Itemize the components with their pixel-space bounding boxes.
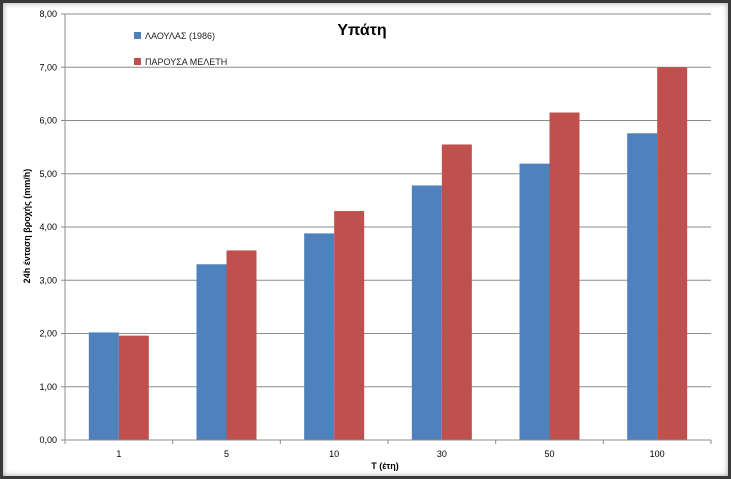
y-axis-title: 24h ένταση βροχής (mm/h) bbox=[22, 169, 32, 284]
bar-current-study-30 bbox=[441, 144, 472, 440]
y-tick-label: 3,00 bbox=[39, 275, 57, 285]
bar-current-study-1 bbox=[118, 335, 149, 440]
bar-laoulas-1 bbox=[88, 332, 119, 440]
bar-laoulas-100 bbox=[627, 133, 658, 440]
bars bbox=[88, 67, 688, 440]
bar-current-study-10 bbox=[334, 211, 365, 440]
x-tick-labels: 1 5 10 30 50 100 bbox=[116, 449, 664, 459]
y-tick-labels: 0,00 1,00 2,00 3,00 4,00 5,00 6,00 7,00 8,00 bbox=[39, 9, 57, 445]
legend-swatch bbox=[134, 32, 141, 39]
y-tick-label: 1,00 bbox=[39, 382, 57, 392]
y-tick-label: 6,00 bbox=[39, 116, 57, 126]
y-tick-label: 0,00 bbox=[39, 435, 57, 445]
bar-current-study-100 bbox=[657, 67, 688, 440]
legend-label: ΠΑΡΟΥΣΑ ΜΕΛΕΤΗ bbox=[145, 57, 227, 67]
legend-swatch bbox=[134, 58, 141, 65]
y-tick-label: 8,00 bbox=[39, 9, 57, 19]
x-tick-label: 50 bbox=[544, 449, 554, 459]
x-tick-label: 10 bbox=[329, 449, 339, 459]
x-tick-label: 30 bbox=[437, 449, 447, 459]
bar-laoulas-10 bbox=[304, 233, 335, 440]
gridlines bbox=[65, 13, 711, 388]
legend: ΛΑΟΥΛΑΣ (1986) ΠΑΡΟΥΣΑ ΜΕΛΕΤΗ bbox=[134, 31, 227, 67]
x-tick-label: 1 bbox=[116, 449, 121, 459]
chart-title: Υπάτη bbox=[337, 22, 386, 39]
x-axis-title: T (έτη) bbox=[371, 461, 399, 471]
bar-current-study-50 bbox=[549, 112, 580, 440]
bar-laoulas-50 bbox=[519, 163, 550, 440]
legend-label: ΛΑΟΥΛΑΣ (1986) bbox=[145, 31, 215, 41]
bar-current-study-5 bbox=[226, 250, 257, 440]
axes bbox=[61, 13, 712, 444]
x-tick-label: 100 bbox=[650, 449, 665, 459]
bar-laoulas-5 bbox=[196, 264, 227, 440]
bar-laoulas-30 bbox=[411, 185, 442, 440]
y-tick-label: 4,00 bbox=[39, 222, 57, 232]
y-tick-label: 5,00 bbox=[39, 169, 57, 179]
x-tick-label: 5 bbox=[224, 449, 229, 459]
y-tick-label: 2,00 bbox=[39, 329, 57, 339]
y-tick-label: 7,00 bbox=[39, 62, 57, 72]
